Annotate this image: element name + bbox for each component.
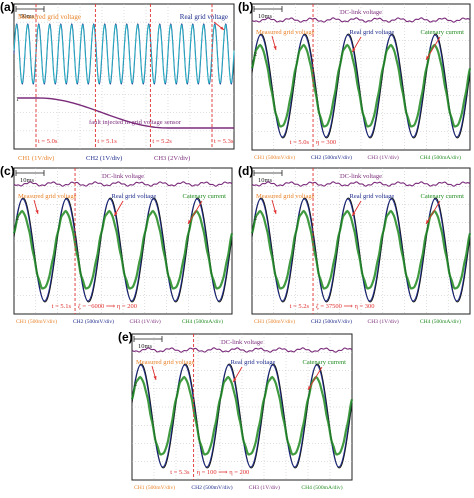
channel-ground-marker: 2 <box>16 216 19 222</box>
measured-grid-voltage-label: Measured grid voltage <box>136 359 195 366</box>
time-marker-label: t = 5.3s <box>170 469 190 476</box>
arrow-head <box>352 48 356 52</box>
dc-link-voltage-label: DC-link voltage <box>340 173 382 180</box>
time-marker-label: t = 5.2s <box>290 303 310 310</box>
fault-annotation: fault injected in grid voltage sensor <box>89 119 182 126</box>
annotation-arrow <box>425 36 441 61</box>
time-marker-label: t = 5.2s <box>152 138 172 145</box>
dc-link-voltage-label: DC-link voltage <box>102 173 144 180</box>
channel-label: CH3 (1V/div) <box>368 154 399 161</box>
arrow-head <box>273 46 277 50</box>
scope-plot-c: 10ms DC-link voltage 2 t = 5.1s ζ = −6000 ⟹ … <box>12 167 234 325</box>
real-grid-voltage-label: Real grid voltage <box>180 13 228 21</box>
arrow-head <box>220 26 224 30</box>
series-measured-grid-voltage <box>13 24 235 84</box>
series-dc-link-voltage <box>131 347 353 353</box>
scope-plot-b: 10ms DC-link voltage 2 t = 5.0s η = 300 Measu… <box>250 3 472 161</box>
channel-ground-marker: 2 <box>134 382 137 388</box>
panel-label: (a) <box>0 0 15 14</box>
channel-label: CH4 (500mA/div) <box>301 484 342 491</box>
time-marker-label: t = 5.0s <box>290 139 310 146</box>
time-marker-note: η = 100 ⟹ η = 200 <box>197 469 250 476</box>
channel-label: CH4 (500mA/div) <box>182 318 223 325</box>
catenary-current-label: Catenary current <box>303 359 347 366</box>
annotation-arrow <box>307 366 323 391</box>
panel-b: (b) 10ms DC-link voltage 2 t = 5.0s η = 300 M… <box>238 0 474 163</box>
channel-ground-marker: 2 <box>254 52 257 58</box>
panel-label: (e) <box>118 330 133 344</box>
channel-label: CH1 (500mV/div) <box>16 318 57 325</box>
time-marker-note: ζ = 37500 ⟹ η = 300 <box>316 303 375 310</box>
series-catenary-current <box>250 43 472 128</box>
arrow-head <box>426 220 430 224</box>
time-marker-note: ζ = −6000 ⟹ η = 200 <box>78 303 137 310</box>
time-scale-label: 10ms <box>20 177 35 184</box>
annotation-arrow <box>187 200 203 225</box>
channel-label: CH4 (500mA/div) <box>420 318 461 325</box>
time-marker-label: t = 5.0s <box>38 138 58 145</box>
annotation-arrow <box>425 200 441 225</box>
time-marker-label: t = 5.3s <box>214 138 234 145</box>
measured-grid-voltage-label: Measured grid voltage <box>256 29 315 36</box>
arrow-head <box>153 376 157 380</box>
measured-grid-voltage-label: Measured grid voltage <box>18 193 77 200</box>
measured-grid-voltage-label: Measured grid voltage <box>18 13 81 21</box>
channel-label: CH1 (500mV/div) <box>254 318 295 325</box>
channel-label: CH2 (500mV/div) <box>191 484 232 491</box>
channel-label: CH2 (500mV/div) <box>311 154 352 161</box>
channel-label: CH2 (1V/div) <box>86 155 122 162</box>
arrow-head <box>273 210 277 214</box>
real-grid-voltage-label: Real grid voltage <box>350 29 395 36</box>
channel-label: CH1 (500mV/div) <box>254 154 295 161</box>
panel-label: (c) <box>0 164 15 178</box>
channel-ground-marker: 1 <box>16 97 19 103</box>
panel-c: (c) 10ms DC-link voltage 2 t = 5.1s ζ = −600… <box>0 164 236 328</box>
arrow-head <box>308 386 312 390</box>
real-grid-voltage-label: Real grid voltage <box>112 193 157 200</box>
time-scale-label: 50ms <box>20 13 35 20</box>
panel-a: (a) 50ms 1 t = 5.0s t = 5.1s t = 5.2s t = 5.3… <box>0 0 236 163</box>
channel-label: CH2 (500mV/div) <box>73 318 114 325</box>
channel-label: CH3 (1V/div) <box>130 318 161 325</box>
channel-label: CH3 (1V/div) <box>368 318 399 325</box>
time-marker-note: η = 300 <box>316 139 336 146</box>
panel-e: (e) 10ms DC-link voltage 2 t = 5.3s η = 100 … <box>118 330 356 493</box>
dc-link-voltage-label: DC-link voltage <box>340 9 382 16</box>
channel-label: CH3 (1V/div) <box>249 484 280 491</box>
time-marker-label: t = 5.1s <box>52 303 72 310</box>
scope-plot-a: 50ms 1 t = 5.0s t = 5.1s t = 5.2s t = 5.3s Mea… <box>13 3 235 162</box>
series-dc-link-voltage <box>251 17 471 23</box>
scope-plot-d: 10ms DC-link voltage 2 t = 5.2s ζ = 37500 ⟹ … <box>250 167 472 325</box>
real-grid-voltage-label: Real grid voltage <box>350 193 395 200</box>
panel-d: (d) 10ms DC-link voltage 2 t = 5.2s ζ = 3750… <box>238 164 474 328</box>
channel-label: CH1 (500mV/div) <box>134 484 175 491</box>
panel-label: (b) <box>238 0 254 14</box>
channel-label: CH3 (2V/div) <box>154 155 190 162</box>
measured-grid-voltage-label: Measured grid voltage <box>256 193 315 200</box>
arrow-head <box>35 210 39 214</box>
panel-label: (d) <box>238 164 254 178</box>
arrow-head <box>188 220 192 224</box>
time-scale-label: 10ms <box>258 177 273 184</box>
channel-label: CH4 (500mA/div) <box>420 154 461 161</box>
arrow-head <box>352 212 356 216</box>
catenary-current-label: Catenary current <box>183 193 227 200</box>
channel-label: CH1 (1V/div) <box>18 155 54 162</box>
channel-label: CH2 (500mV/div) <box>311 318 352 325</box>
time-scale-label: 10ms <box>138 343 153 350</box>
channel-ground-marker: 2 <box>254 216 257 222</box>
arrow-head <box>114 212 118 216</box>
catenary-current-label: Catenary current <box>421 193 465 200</box>
dc-link-voltage-label: DC-link voltage <box>221 339 263 346</box>
time-marker-label: t = 5.1s <box>97 138 117 145</box>
series-dc-link-voltage <box>251 181 471 187</box>
catenary-current-label: Catenary current <box>421 29 465 36</box>
scope-plot-e: 10ms DC-link voltage 2 t = 5.3s η = 100 ⟹ η … <box>130 333 354 491</box>
real-grid-voltage-label: Real grid voltage <box>231 359 276 366</box>
arrow-head <box>233 378 237 382</box>
time-scale-label: 10ms <box>258 13 273 20</box>
series-dc-link-voltage <box>13 181 233 187</box>
series-fault-signal <box>18 97 234 129</box>
arrow-head <box>426 56 430 60</box>
